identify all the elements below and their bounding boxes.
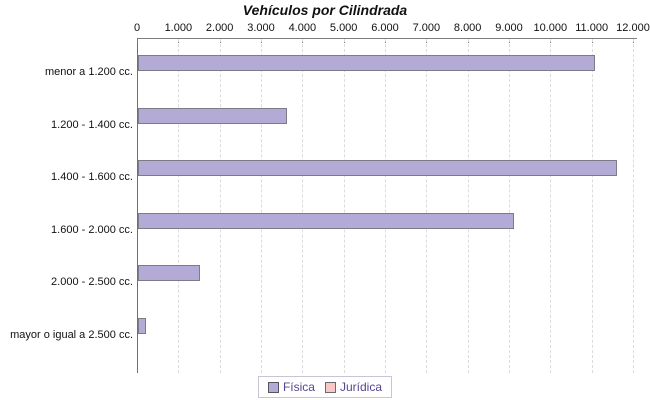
gridline: [467, 39, 469, 373]
category-label: 1.200 - 1.400 cc.: [51, 118, 133, 131]
bar-fisica-4: [138, 265, 200, 281]
category-label: 1.400 - 1.600 cc.: [51, 171, 133, 183]
bar-fisica-1: [138, 107, 287, 124]
legend-item-fisica: Física: [267, 380, 315, 394]
x-tick-label: 10.000: [533, 22, 568, 34]
legend-item-juridica: Jurídica: [324, 380, 383, 394]
x-tick-label: 5.000: [329, 22, 358, 34]
gridline: [550, 39, 552, 373]
category-label: mayor o igual a 2.500 cc.: [10, 328, 133, 341]
gridline: [426, 39, 428, 373]
x-axis-line: [137, 38, 637, 39]
x-tick-label: 4.000: [288, 22, 317, 34]
x-tick-label: 7.000: [412, 22, 441, 34]
bar-fisica-3: [138, 212, 514, 229]
x-tick-label: 1.000: [164, 22, 193, 34]
gridline: [509, 39, 510, 373]
y-axis-line: [137, 38, 138, 373]
bar-fisica-0: [138, 55, 595, 71]
gridline: [591, 39, 593, 373]
gridline: [385, 39, 386, 373]
legend-label-fisica: Física: [282, 380, 315, 394]
bar-fisica-5: [138, 317, 146, 334]
gridline: [343, 39, 345, 373]
gridline: [633, 39, 634, 373]
x-tick-label: 11.000: [575, 22, 609, 34]
x-tick-label: 12.000: [616, 22, 650, 34]
x-tick-label: 0: [133, 22, 141, 34]
category-label: 2.000 - 2.500 cc.: [51, 276, 133, 288]
chart-title: Vehículos por Cilindrada: [242, 2, 408, 18]
bar-fisica-2: [138, 160, 617, 176]
legend: Física Jurídica: [0, 376, 650, 398]
gridline: [219, 39, 221, 373]
gridline: [178, 39, 180, 373]
category-label: menor a 1.200 cc.: [44, 66, 133, 78]
x-tick-label: 3.000: [247, 22, 275, 34]
category-label: 1.600 - 2.000 cc.: [51, 223, 133, 236]
legend-label-juridica: Jurídica: [339, 380, 383, 394]
gridline: [261, 39, 262, 373]
x-tick-label: 9.000: [495, 22, 523, 34]
gridline: [302, 39, 304, 373]
legend-swatch-juridica: [324, 381, 336, 393]
x-tick-label: 8.000: [453, 22, 482, 34]
x-tick-label: 6.000: [371, 22, 399, 34]
legend-swatch-fisica: [267, 381, 279, 393]
legend-box: Física Jurídica: [257, 376, 393, 398]
x-axis-tick: [137, 39, 138, 43]
x-tick-label: 2.000: [205, 22, 234, 34]
